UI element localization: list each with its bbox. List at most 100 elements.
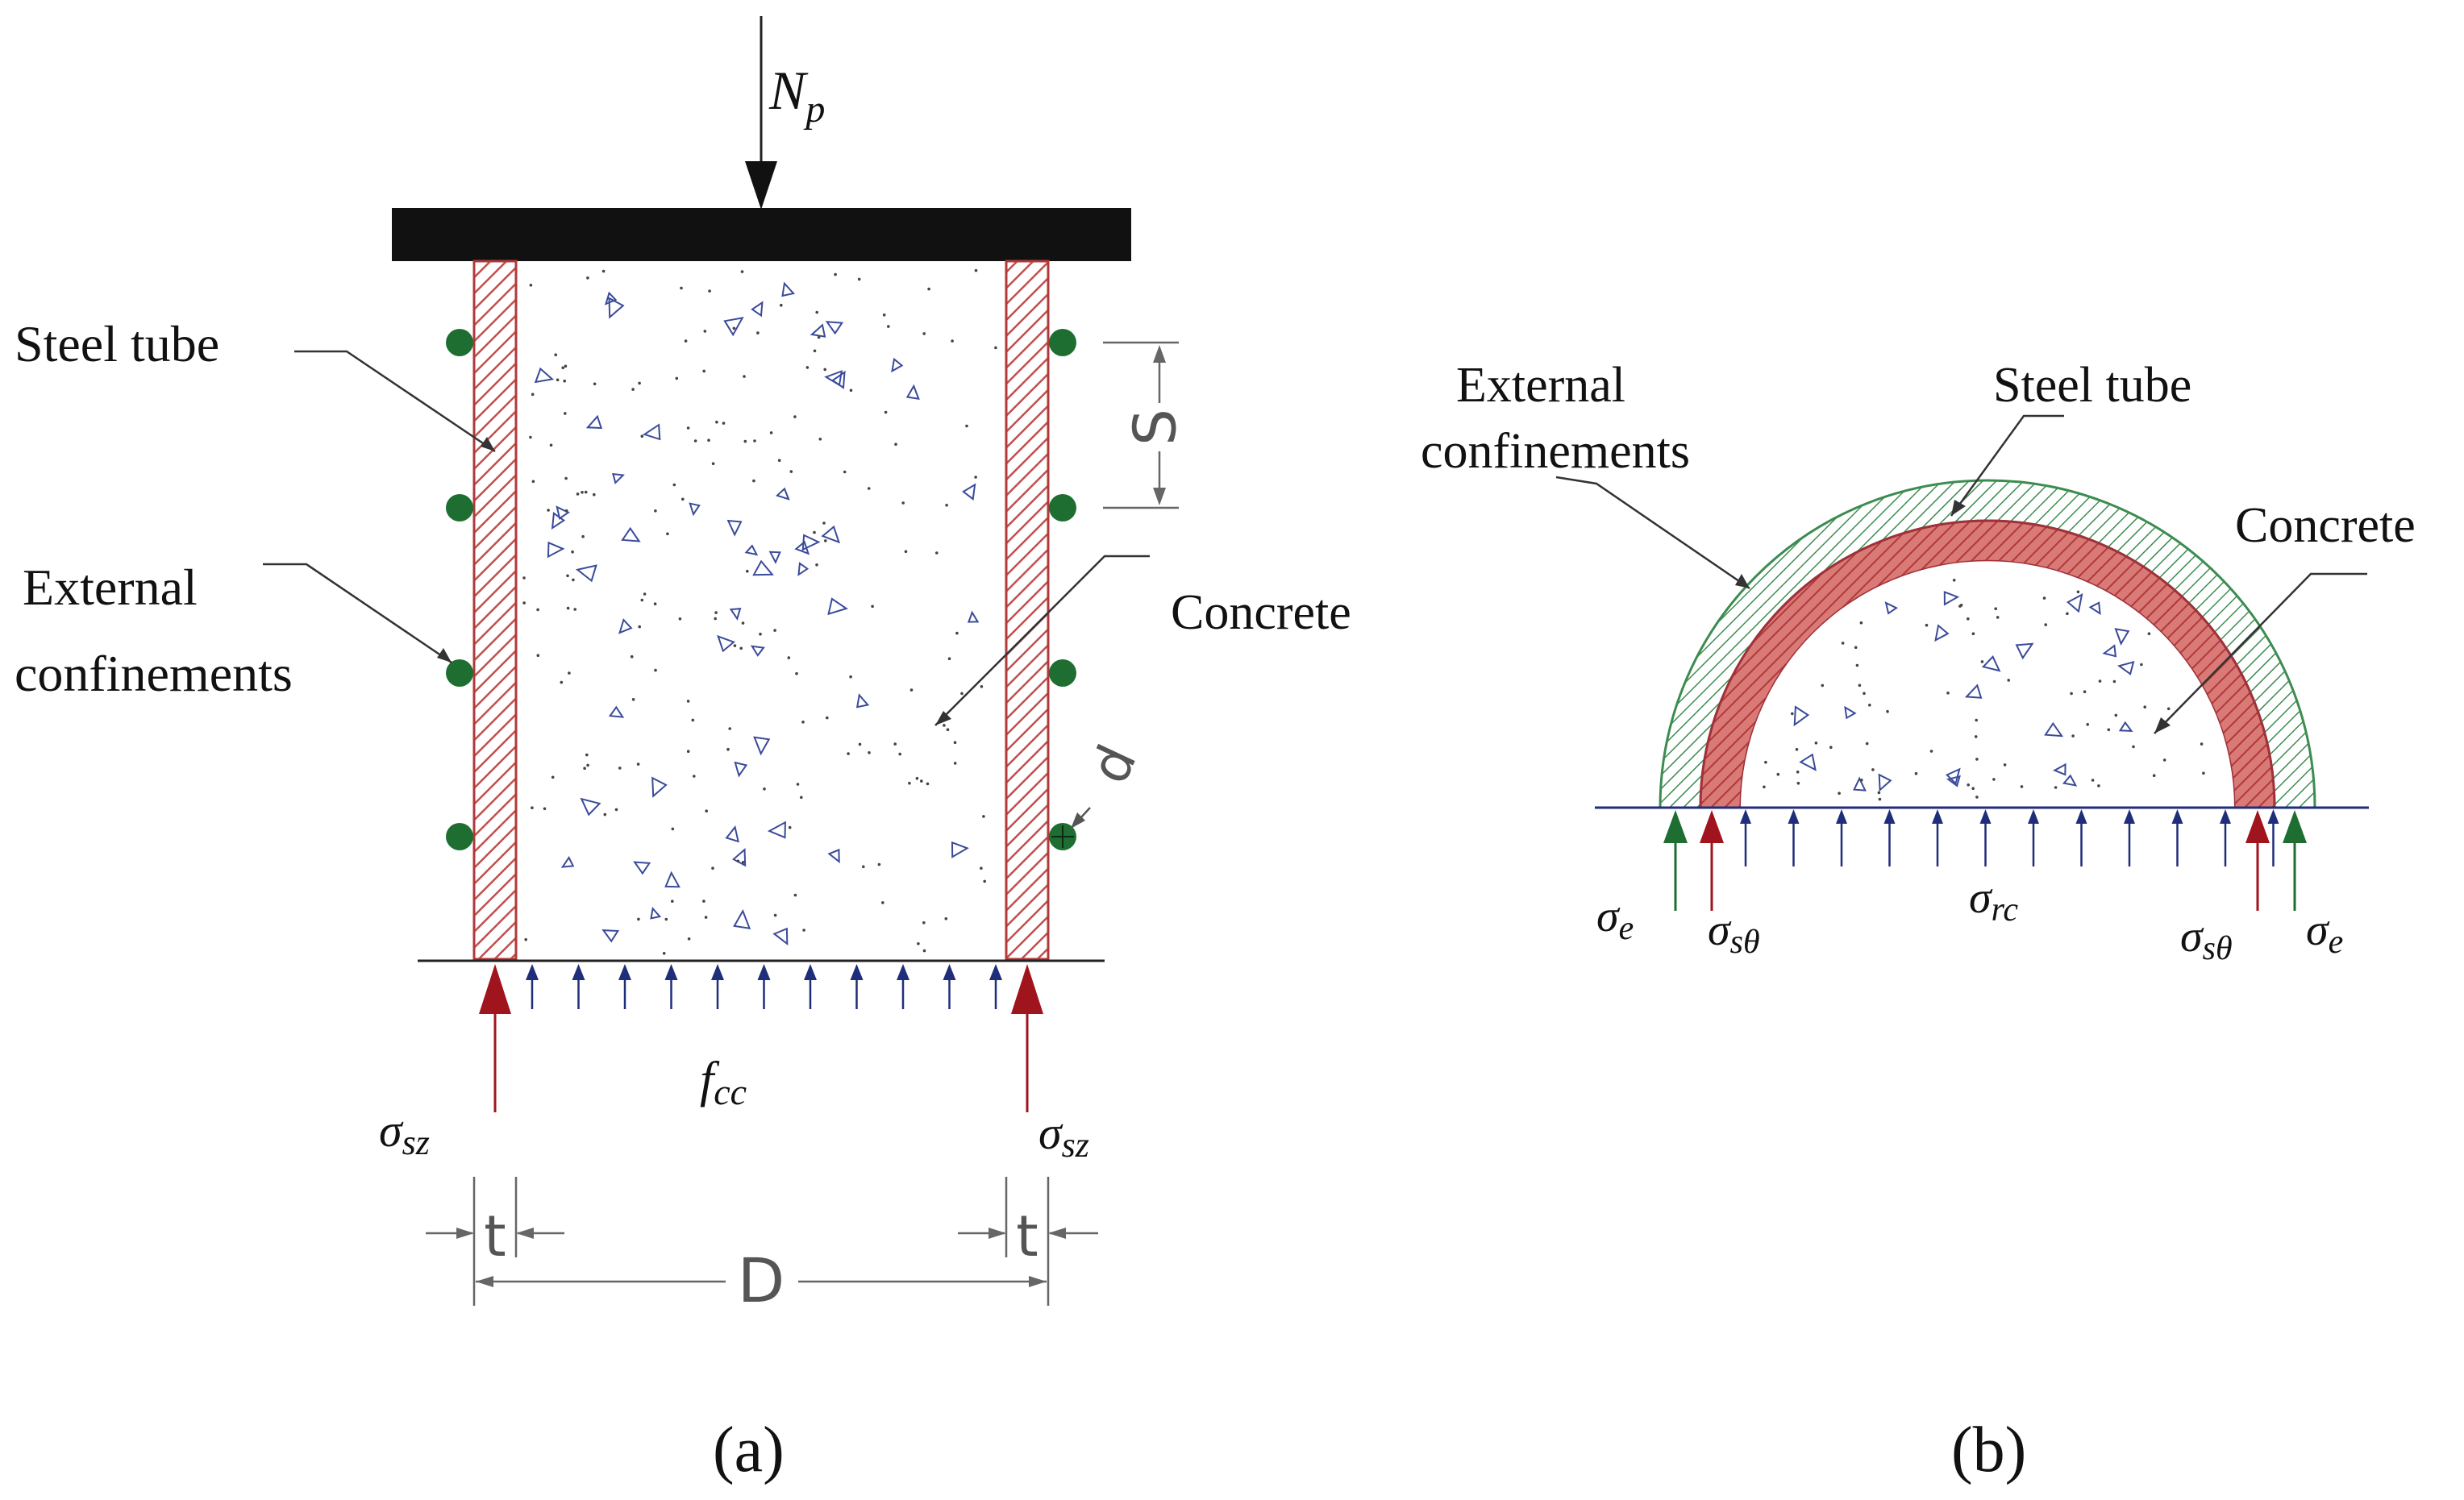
sand-dot bbox=[686, 700, 690, 703]
sand-dot bbox=[826, 716, 829, 720]
aggregate-mark bbox=[1946, 775, 1961, 787]
hoop-stress-label-left: σsθ bbox=[1708, 905, 1760, 961]
sand-dot bbox=[584, 490, 588, 494]
concrete-stress-arrowhead bbox=[850, 964, 864, 980]
aggregate-mark bbox=[821, 525, 841, 544]
aggregate-mark bbox=[1799, 753, 1817, 771]
sand-dot bbox=[800, 796, 803, 800]
sand-dot bbox=[915, 776, 919, 780]
aggregate-mark bbox=[767, 821, 786, 839]
panel-b: σe σsθ σrc σsθ σe External confinements … bbox=[1421, 358, 2416, 1485]
sand-dot bbox=[805, 366, 810, 369]
sand-dot bbox=[1967, 617, 1970, 621]
sand-dot bbox=[769, 431, 773, 434]
sand-dot bbox=[2044, 623, 2047, 626]
sand-dot bbox=[704, 916, 708, 919]
sand-dot bbox=[802, 929, 805, 932]
concrete-aggregate bbox=[522, 268, 997, 955]
sand-dot bbox=[1971, 632, 1975, 635]
sand-dot bbox=[1763, 785, 1766, 789]
sand-dot bbox=[702, 369, 705, 373]
sand-dot bbox=[714, 611, 718, 614]
concrete-leader bbox=[934, 555, 1150, 726]
sand-dot bbox=[680, 286, 683, 290]
sand-dot bbox=[686, 426, 690, 430]
aggregate-mark bbox=[621, 526, 641, 542]
sand-dot bbox=[881, 901, 884, 904]
sand-dot bbox=[955, 631, 959, 635]
external-confinements-label-line1: External bbox=[23, 559, 198, 616]
sand-dot bbox=[1929, 750, 1933, 753]
sand-dot bbox=[2107, 728, 2111, 732]
panel-a-caption: (a) bbox=[713, 1415, 785, 1485]
concrete-stress-arrowhead bbox=[711, 964, 724, 980]
sand-dot bbox=[1871, 768, 1875, 771]
sand-dot bbox=[1971, 787, 1975, 790]
loading-plate bbox=[392, 208, 1131, 261]
sand-dot bbox=[637, 917, 640, 921]
sand-dot bbox=[672, 483, 676, 487]
aggregate-mark bbox=[1943, 591, 1960, 606]
sand-dot bbox=[522, 576, 526, 580]
radial-stress-arrowhead bbox=[1883, 809, 1896, 824]
sand-dot bbox=[1878, 797, 1882, 801]
sand-dot bbox=[2066, 612, 2069, 616]
radial-stress-arrowhead bbox=[2124, 809, 2135, 824]
sand-dot bbox=[675, 376, 679, 380]
sand-dot bbox=[711, 866, 714, 870]
sand-dot bbox=[944, 917, 948, 920]
aggregate-mark bbox=[855, 693, 870, 708]
sand-dot bbox=[2003, 763, 2007, 767]
confinement-bar bbox=[446, 329, 473, 356]
sand-dot bbox=[531, 480, 535, 484]
sand-dot bbox=[743, 375, 746, 378]
aggregate-mark bbox=[612, 472, 625, 484]
aggregate-mark bbox=[650, 906, 662, 920]
external-confinement-bars-left bbox=[446, 329, 473, 850]
aggregate-mark bbox=[726, 519, 743, 537]
radial-stress-label: σrc bbox=[1969, 873, 2018, 929]
sand-dot bbox=[564, 364, 568, 368]
confinement-bar bbox=[446, 494, 473, 521]
steel-tube-label-b: Steel tube bbox=[1993, 358, 2191, 413]
sand-dot bbox=[1796, 771, 1800, 774]
sand-dot bbox=[636, 762, 640, 766]
sand-dot bbox=[741, 621, 745, 625]
concrete-stress-label: fcc bbox=[700, 1053, 747, 1112]
concrete-aggregate-section bbox=[1763, 579, 2205, 801]
sand-dot bbox=[566, 574, 569, 578]
sand-dot bbox=[2076, 590, 2080, 594]
sand-dot bbox=[1841, 642, 1845, 645]
aggregate-mark bbox=[1934, 624, 1950, 642]
aggregate-mark bbox=[534, 367, 555, 384]
sand-dot bbox=[543, 807, 547, 811]
sand-dot bbox=[780, 303, 783, 307]
sand-dot bbox=[568, 671, 571, 675]
aggregate-mark bbox=[547, 541, 565, 559]
aggregate-mark bbox=[729, 607, 742, 621]
sand-dot bbox=[917, 942, 920, 945]
sand-dot bbox=[974, 476, 977, 479]
sand-dot bbox=[2132, 745, 2135, 749]
aggregate-mark bbox=[731, 847, 747, 867]
aggregate-mark bbox=[2062, 774, 2078, 787]
thickness-label-left: t bbox=[484, 1203, 506, 1269]
external-stress-label-left: σe bbox=[1596, 891, 1634, 947]
sand-dot bbox=[549, 443, 553, 447]
sand-dot bbox=[922, 949, 926, 953]
sand-dot bbox=[585, 753, 589, 757]
aggregate-mark bbox=[1964, 684, 1983, 699]
sand-dot bbox=[920, 779, 923, 783]
external-confinements-label-b-line1: External bbox=[1456, 358, 1625, 413]
external-confinements-leader bbox=[263, 563, 452, 664]
sand-dot bbox=[1877, 791, 1881, 795]
sand-dot bbox=[818, 438, 822, 441]
sand-dot bbox=[822, 521, 826, 525]
aggregate-mark bbox=[734, 761, 748, 778]
sand-dot bbox=[980, 866, 983, 870]
sand-dot bbox=[946, 728, 950, 731]
sand-dot bbox=[777, 459, 781, 462]
sand-dot bbox=[1946, 692, 1950, 695]
sand-dot bbox=[935, 551, 939, 555]
sand-dot bbox=[1776, 772, 1780, 776]
